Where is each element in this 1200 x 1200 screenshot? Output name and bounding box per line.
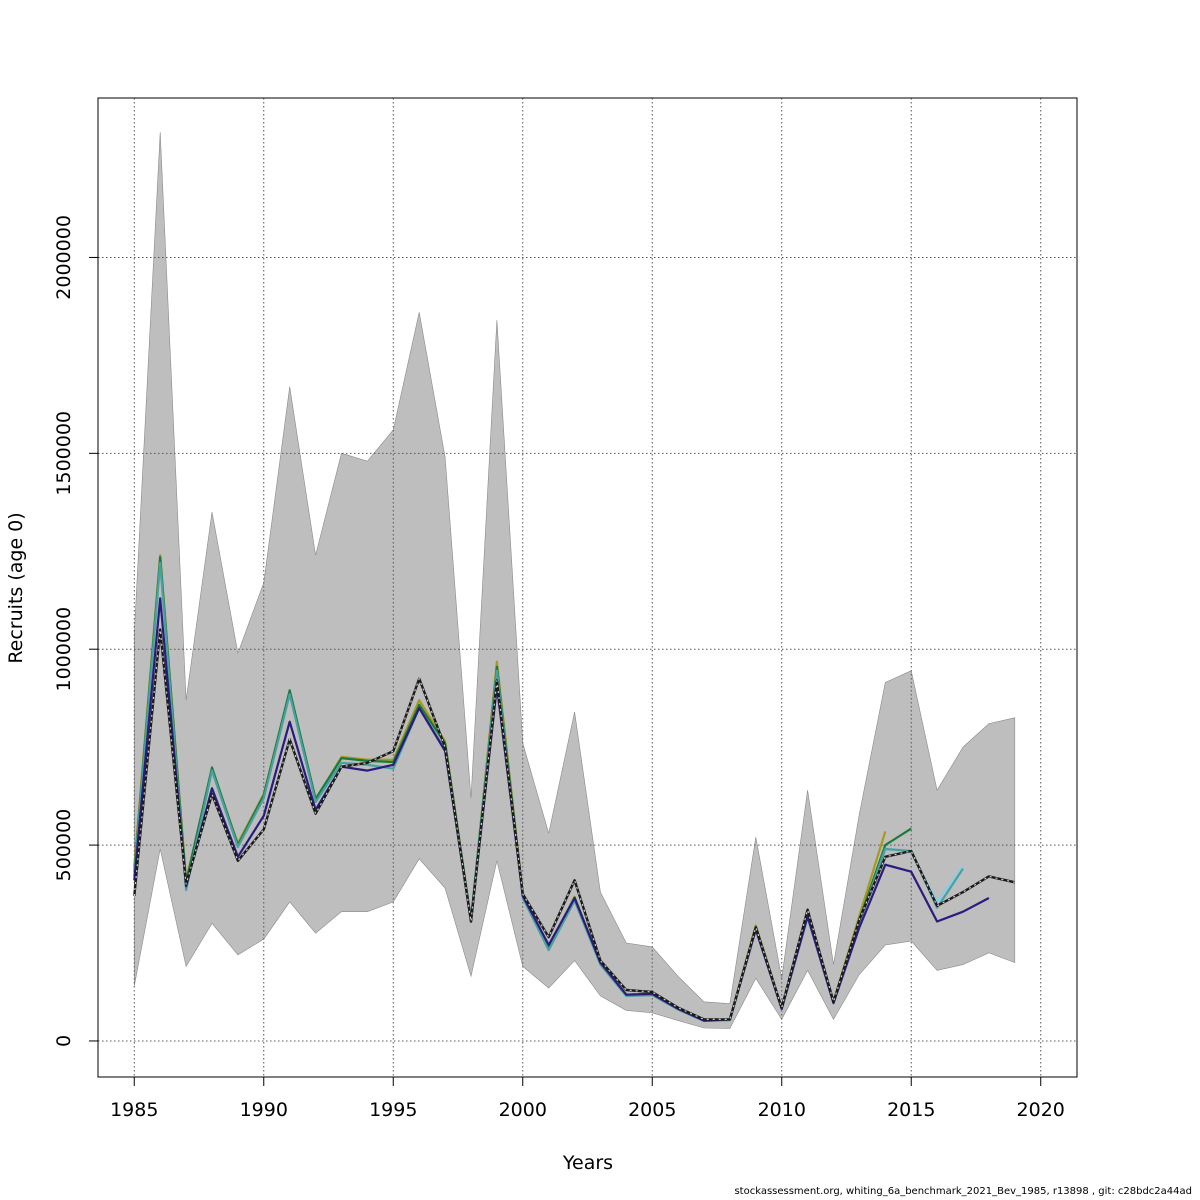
x-tick-label: 2020	[1017, 1099, 1065, 1121]
x-tick-label: 1990	[240, 1099, 288, 1121]
y-axis: 0 500000 1000000 1500000 2000000	[53, 215, 98, 1047]
series-layer	[133, 554, 1016, 1023]
y-tick-label: 2000000	[53, 215, 75, 300]
confidence-band-layer	[134, 132, 1016, 1029]
x-tick-label: 2005	[628, 1099, 676, 1121]
confidence-band	[134, 132, 1016, 1029]
x-tick-label: 1985	[110, 1099, 158, 1121]
y-tick-label: 1500000	[53, 411, 75, 496]
x-tick-label: 1995	[369, 1099, 417, 1121]
y-tick-label: 500000	[53, 809, 75, 882]
x-tick-label: 2015	[887, 1099, 935, 1121]
series-line-0	[133, 629, 1015, 1021]
x-tick-label: 2000	[499, 1099, 547, 1121]
y-axis-title: Recruits (age 0)	[5, 512, 27, 663]
grid-layer	[98, 98, 1077, 1077]
plot-frame	[97, 97, 1078, 1078]
footer-credit: stockassessment.org, whiting_6a_benchmar…	[734, 1186, 1192, 1197]
series-line-1	[133, 597, 990, 1022]
y-tick-label: 0	[53, 1035, 75, 1047]
x-tick-label: 2010	[758, 1099, 806, 1121]
x-axis-title: Years	[562, 1152, 613, 1174]
y-tick-label: 1000000	[53, 607, 75, 692]
x-axis: 1985 1990 1995 2000 2005 2010 2015 2020	[110, 1077, 1065, 1121]
